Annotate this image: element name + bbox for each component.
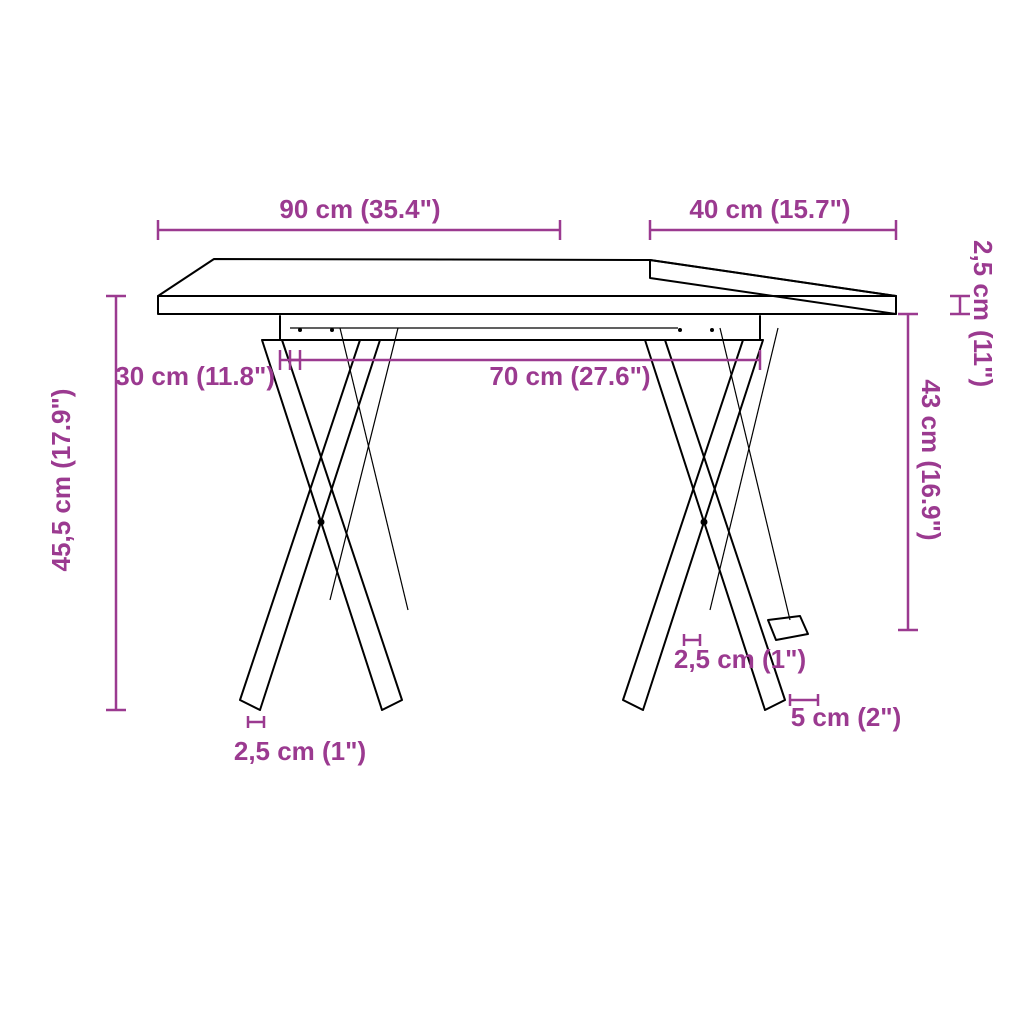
- dim-thickness-2_5cm: 2,5 cm: [968, 240, 998, 321]
- dim-height-45_5cm: 45,5 cm (17.9"): [46, 389, 76, 572]
- dimensions: 90 cm (35.4") 40 cm (15.7") 2,5 cm (11") 45,…: [46, 194, 998, 766]
- front-left-x-leg: [240, 340, 402, 710]
- dim-inner-width-70cm: 70 cm (27.6"): [489, 361, 650, 391]
- table-apron: [280, 316, 760, 340]
- dim-depth-40cm: 40 cm (15.7"): [689, 194, 850, 224]
- dim-inner-depth-30cm: 30 cm (11.8"): [115, 361, 275, 391]
- dim-height-43cm: 43 cm (16.9"): [916, 379, 946, 540]
- table-dimension-diagram: 90 cm (35.4") 40 cm (15.7") 2,5 cm (11") 45,…: [0, 0, 1024, 1024]
- dim-foot-5cm: 5 cm (2"): [791, 702, 902, 732]
- table-top: [158, 259, 896, 314]
- svg-text:(11"): (11"): [968, 330, 998, 387]
- dim-width-90cm: 90 cm (35.4"): [279, 194, 440, 224]
- dim-foot-2_5cm-left: 2,5 cm (1"): [234, 736, 366, 766]
- dim-foot-2_5cm-right: 2,5 cm (1"): [674, 644, 806, 674]
